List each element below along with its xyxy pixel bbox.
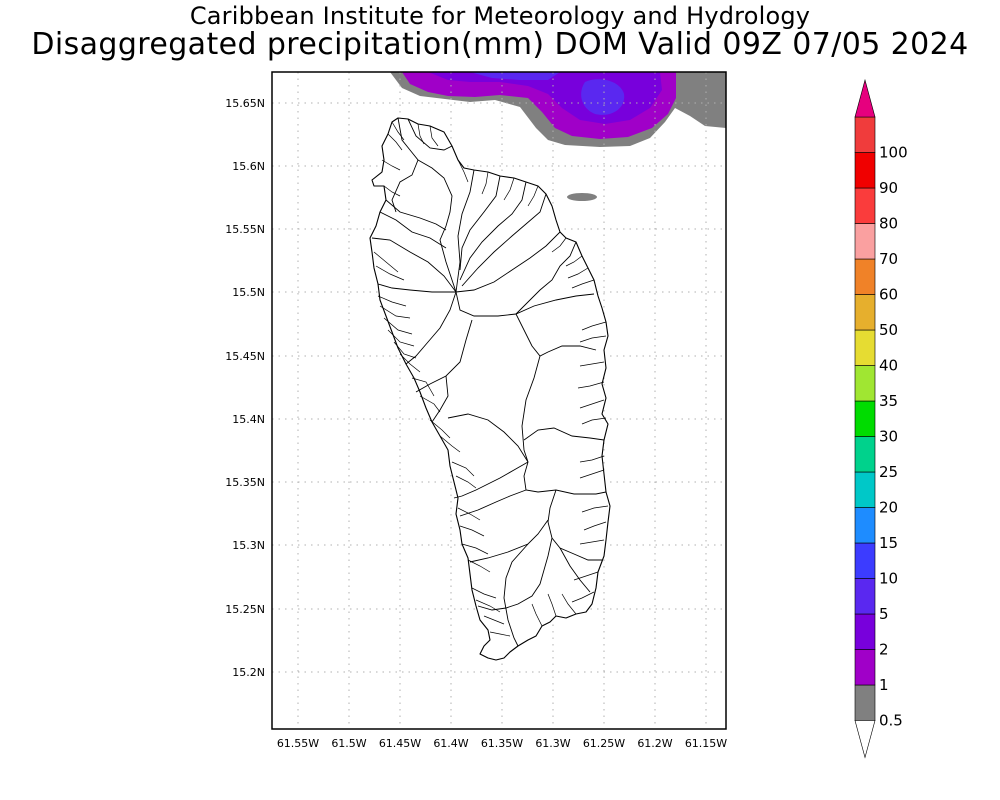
- precip-area-5-10-a: [470, 72, 560, 80]
- lon-label: 61.25W: [583, 737, 625, 750]
- colorbar-top-arrow: [854, 78, 876, 118]
- colorbar-swatch: [854, 187, 876, 224]
- colorbar-label: 2: [879, 641, 889, 659]
- colorbar-label: 100: [879, 144, 908, 162]
- lon-label: 61.15W: [685, 737, 727, 750]
- lat-label: 15.5N: [232, 286, 265, 299]
- precip-area-small-gray: [567, 193, 597, 201]
- colorbar-swatch: [854, 116, 876, 153]
- colorbar-label: 0.5: [879, 712, 903, 730]
- lat-label: 15.45N: [225, 350, 265, 363]
- lon-label: 61.2W: [637, 737, 672, 750]
- colorbar-swatch: [854, 578, 876, 615]
- colorbar-swatch: [854, 294, 876, 331]
- lon-label: 61.45W: [379, 737, 421, 750]
- colorbar-swatch: [854, 471, 876, 508]
- colorbar-label: 35: [879, 392, 898, 410]
- lon-label: 61.3W: [535, 737, 570, 750]
- lon-label: 61.55W: [277, 737, 319, 750]
- colorbar-label: 30: [879, 428, 898, 446]
- colorbar-label: 25: [879, 463, 898, 481]
- colorbar-swatch: [854, 542, 876, 579]
- lon-label: 61.4W: [433, 737, 468, 750]
- lon-label: 61.35W: [481, 737, 523, 750]
- colorbar-label: 15: [879, 534, 898, 552]
- colorbar-label: 10: [879, 570, 898, 588]
- colorbar-swatch: [854, 152, 876, 189]
- colorbar-label: 5: [879, 605, 889, 623]
- colorbar-label: 70: [879, 250, 898, 268]
- colorbar-label: 20: [879, 499, 898, 517]
- colorbar-swatch: [854, 649, 876, 686]
- lat-label: 15.2N: [232, 666, 265, 679]
- lat-label: 15.6N: [232, 160, 265, 173]
- colorbar-swatch: [854, 400, 876, 437]
- colorbar-swatch: [854, 436, 876, 473]
- colorbar-swatch: [854, 329, 876, 366]
- colorbar-swatch: [854, 507, 876, 544]
- colorbar-label: 90: [879, 179, 898, 197]
- lat-axis: 15.65N 15.6N 15.55N 15.5N 15.45N 15.4N 1…: [225, 97, 265, 679]
- lat-label: 15.4N: [232, 413, 265, 426]
- lon-axis: 61.55W 61.5W 61.45W 61.4W 61.35W 61.3W 6…: [277, 737, 727, 750]
- lat-label: 15.35N: [225, 476, 265, 489]
- title-line-2: Disaggregated precipitation(mm) DOM Vali…: [31, 27, 969, 62]
- colorbar-label: 1: [879, 676, 889, 694]
- title-line-1: Caribbean Institute for Meteorology and …: [189, 2, 811, 30]
- map-panel: [271, 71, 727, 730]
- colorbar-swatch: [854, 613, 876, 650]
- precip-area-5-10-b: [581, 79, 625, 115]
- colorbar-label: 60: [879, 286, 898, 304]
- lat-label: 15.65N: [225, 97, 265, 110]
- colorbar-bottom-arrow: [854, 720, 876, 759]
- lat-label: 15.3N: [232, 539, 265, 552]
- lat-label: 15.55N: [225, 223, 265, 236]
- colorbar-label: 80: [879, 215, 898, 233]
- map-frame: [271, 71, 727, 730]
- lon-label: 61.5W: [331, 737, 366, 750]
- colorbar-swatch: [854, 258, 876, 295]
- colorbar-swatch: [854, 684, 876, 721]
- colorbar-label: 50: [879, 321, 898, 339]
- colorbar-swatch: [854, 365, 876, 402]
- colorbar-swatch: [854, 223, 876, 260]
- colorbar-label: 40: [879, 357, 898, 375]
- lat-label: 15.25N: [225, 603, 265, 616]
- coastal-drainage: [373, 121, 609, 637]
